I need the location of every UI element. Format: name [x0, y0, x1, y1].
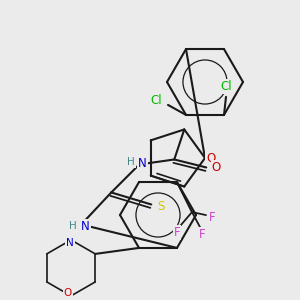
Text: F: F	[199, 228, 205, 241]
Text: F: F	[209, 211, 215, 224]
Text: N: N	[66, 238, 74, 248]
Text: O: O	[206, 152, 216, 164]
Text: F: F	[174, 226, 180, 238]
Text: Cl: Cl	[220, 80, 232, 93]
Text: O: O	[64, 288, 72, 298]
Text: O: O	[212, 161, 221, 174]
Text: Cl: Cl	[150, 94, 162, 107]
Text: S: S	[158, 200, 165, 213]
Text: H: H	[69, 221, 77, 232]
Text: N: N	[138, 157, 147, 170]
Text: N: N	[81, 220, 90, 233]
Text: H: H	[128, 158, 135, 167]
